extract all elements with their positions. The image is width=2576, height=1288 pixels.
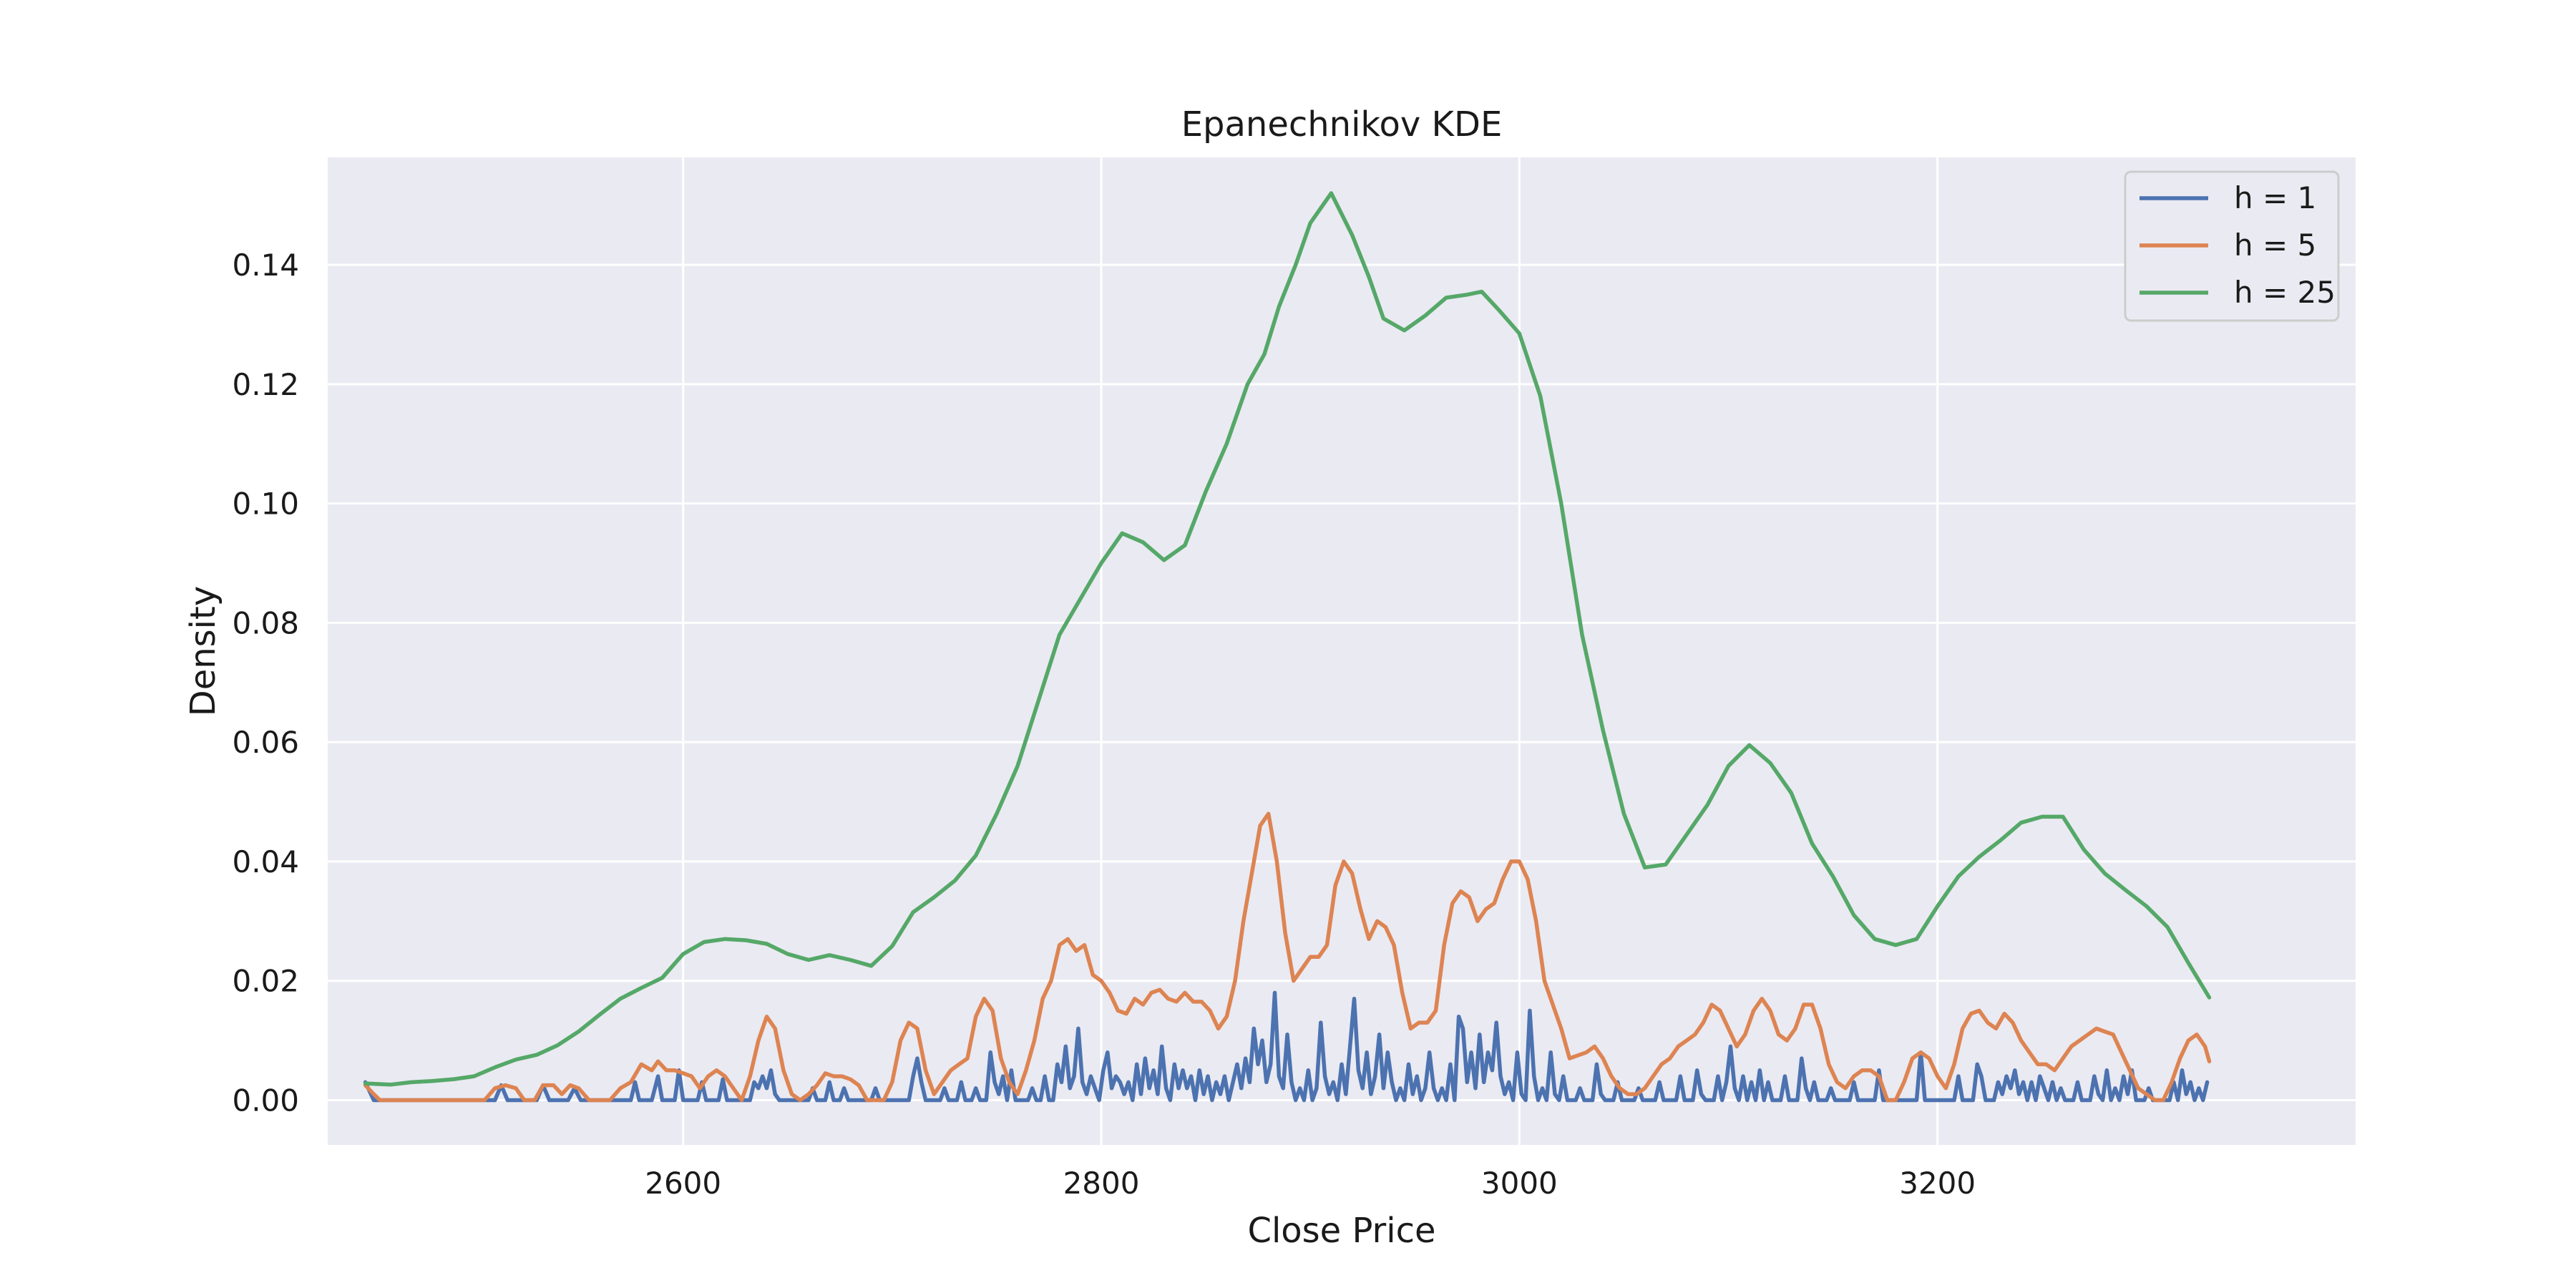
y-tick-label: 0.08 [232,605,299,640]
x-axis-title: Close Price [1247,1211,1435,1251]
series-line-1 [363,990,2210,1103]
y-tick-label: 0.10 [232,487,299,522]
legend-label-3: h = 25 [2234,275,2336,310]
gridlines [328,157,2356,1145]
chart-title: Epanechnikov KDE [1181,104,1503,145]
y-tick-label: 0.00 [232,1083,299,1118]
y-tick-label: 0.14 [232,248,299,283]
plot-area [328,157,2356,1145]
legend-label-1: h = 1 [2234,180,2316,215]
x-tick-label: 2800 [1063,1166,1140,1201]
legend-box [2124,170,2340,322]
legend: h = 1 h = 5 h = 25 [2124,170,2340,322]
series-line-2 [363,811,2212,1103]
y-axis-title: Density [183,586,223,716]
tick-labels: 2600 2800 3000 3200 0.00 0.02 0.04 0.06 0.08 0.10… [232,248,1976,1201]
x-tick-label: 2600 [645,1166,721,1201]
x-tick-label: 3000 [1481,1166,1558,1201]
series-line-3 [363,191,2212,1087]
x-tick-label: 3200 [1899,1166,1976,1201]
y-tick-label: 0.04 [232,844,299,879]
y-tick-label: 0.12 [232,367,299,402]
legend-label-2: h = 5 [2234,228,2316,263]
series-layer [363,191,2212,1103]
y-tick-label: 0.02 [232,964,299,999]
y-tick-label: 0.06 [232,725,299,760]
